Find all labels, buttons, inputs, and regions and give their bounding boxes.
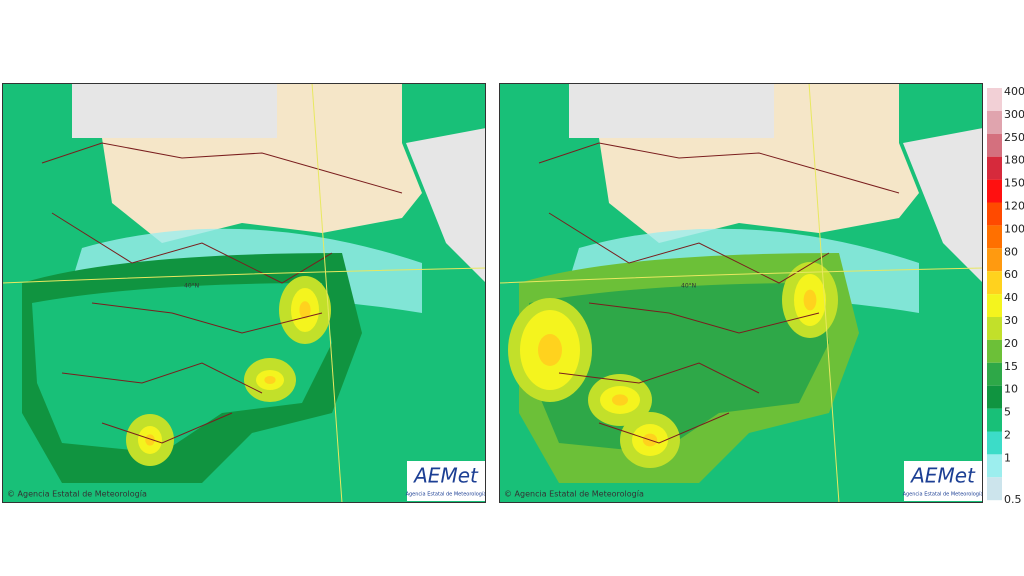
no-data-area	[406, 128, 486, 283]
legend-label: 2	[1004, 429, 1011, 442]
legend-swatch	[987, 202, 1002, 226]
legend-swatch	[987, 133, 1002, 157]
legend-label: 100	[1004, 222, 1024, 235]
copyright: © Agencia Estatal de Meteorología	[7, 490, 147, 499]
legend-swatch	[987, 88, 1002, 111]
logo-subtitle: Agencia Estatal de Meteorología	[903, 491, 984, 498]
logo-subtitle: Agencia Estatal de Meteorología	[406, 491, 487, 498]
legend-label: 250	[1004, 131, 1024, 144]
rain-blob	[264, 376, 276, 384]
logo: AEMet	[909, 464, 976, 488]
legend-swatch	[987, 454, 1002, 478]
map-frame	[499, 83, 983, 503]
legend-swatch	[987, 362, 1002, 386]
legend-swatch	[987, 156, 1002, 180]
parallel	[498, 267, 984, 284]
lat-label: 40°N	[184, 283, 199, 290]
legend-swatch	[987, 385, 1002, 409]
meridian	[311, 82, 343, 504]
legend-label: 20	[1004, 337, 1018, 350]
legend-label: 1	[1004, 451, 1011, 464]
legend-swatch	[987, 339, 1002, 363]
logo-box	[904, 461, 982, 501]
map-panel: 40°N © Agencia Estatal de Meteorología AEM…	[498, 82, 984, 504]
france	[599, 83, 919, 243]
legend-label: 10	[1004, 383, 1018, 396]
legend-label: 5	[1004, 406, 1011, 419]
parallel	[1, 267, 487, 284]
legend-swatch	[987, 294, 1002, 317]
copyright: © Agencia Estatal de Meteorología	[504, 490, 644, 499]
legend-label: 40	[1004, 291, 1018, 304]
legend-label: 15	[1004, 360, 1018, 373]
no-data-area	[569, 83, 774, 138]
legend-swatch	[987, 477, 1002, 501]
land-wet	[32, 283, 332, 453]
legend-label: 120	[1004, 200, 1024, 213]
legend-swatch	[987, 248, 1002, 272]
rain-blob	[612, 394, 628, 406]
no-data-area	[903, 128, 983, 283]
legend-label: 180	[1004, 154, 1024, 167]
map-panel: 40°N © Agencia Estatal de Meteorología AEM…	[1, 82, 487, 504]
logo: AEMet	[412, 464, 479, 488]
france	[102, 83, 422, 243]
meridian	[808, 82, 840, 504]
map-frame	[2, 83, 486, 503]
borders	[41, 142, 403, 444]
legend-swatch	[987, 179, 1002, 203]
legend-swatch	[987, 110, 1002, 134]
borders	[538, 142, 900, 444]
legend-swatch	[987, 225, 1002, 249]
legend-swatch	[987, 408, 1002, 432]
rain-blob	[299, 301, 311, 319]
legend-label: 150	[1004, 177, 1024, 190]
rain-blob	[538, 334, 562, 366]
legend-label: 0.5	[1004, 493, 1022, 506]
legend-swatch	[987, 431, 1002, 455]
no-data-area	[72, 83, 277, 138]
rain-blob	[145, 434, 155, 446]
logo-box	[407, 461, 485, 501]
rain-blob	[803, 289, 817, 311]
legend-label: 80	[1004, 245, 1018, 258]
legend-label: 60	[1004, 268, 1018, 281]
legend-label: 300	[1004, 108, 1024, 121]
legend-swatch	[987, 317, 1002, 340]
lat-label: 40°N	[681, 283, 696, 290]
legend-label: 400	[1004, 85, 1024, 98]
legend-label: 30	[1004, 314, 1018, 327]
legend-swatch	[987, 271, 1002, 295]
